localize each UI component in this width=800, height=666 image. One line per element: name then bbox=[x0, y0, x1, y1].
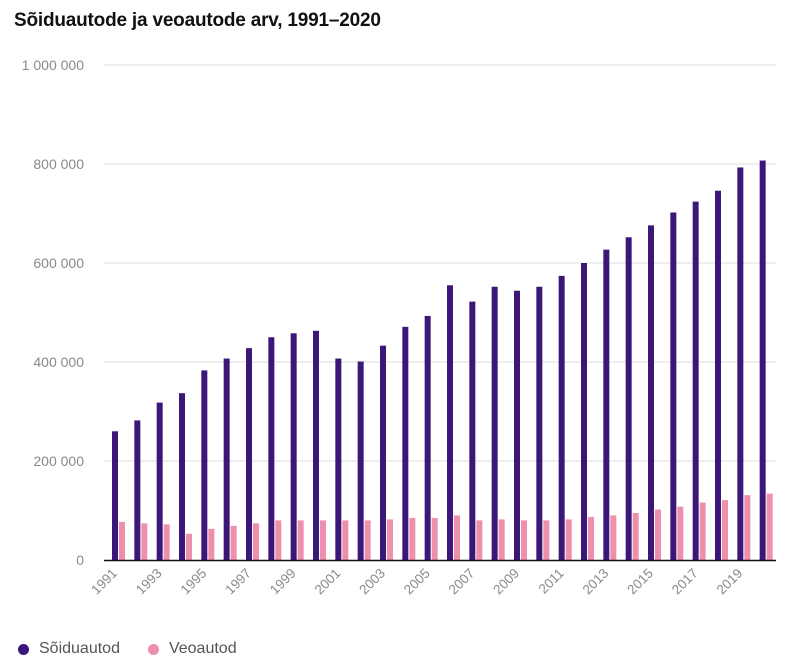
bar-veoautod-1991[interactable] bbox=[119, 521, 125, 560]
bar-soiduautod-2020[interactable] bbox=[759, 160, 766, 560]
bar-veoautod-1992[interactable] bbox=[141, 523, 148, 560]
bar-veoautod-2006[interactable] bbox=[454, 515, 460, 560]
bar-soiduautod-2010[interactable] bbox=[536, 286, 543, 560]
bar-veoautod-2009[interactable] bbox=[521, 520, 527, 560]
bar-soiduautod-2014[interactable] bbox=[625, 237, 632, 560]
bar-veoautod-2019[interactable] bbox=[744, 495, 751, 560]
y-tick-label: 1 000 000 bbox=[22, 57, 84, 73]
gridlines bbox=[104, 64, 776, 462]
bar-veoautod-2016[interactable] bbox=[677, 506, 684, 560]
bar-veoautod-1998[interactable] bbox=[275, 520, 282, 560]
bar-soiduautod-2017[interactable] bbox=[692, 201, 699, 560]
bar-soiduautod-2003[interactable] bbox=[380, 345, 386, 560]
bar-veoautod-1995[interactable] bbox=[208, 528, 215, 560]
bar-veoautod-2013[interactable] bbox=[610, 515, 617, 560]
bar-veoautod-1996[interactable] bbox=[230, 525, 237, 560]
x-tick-label: 1997 bbox=[222, 566, 254, 598]
bar-veoautod-1993[interactable] bbox=[163, 524, 170, 560]
legend-label: Veoautod bbox=[168, 640, 237, 657]
y-tick-label: 800 000 bbox=[33, 156, 84, 172]
bar-soiduautod-2000[interactable] bbox=[313, 330, 319, 560]
bar-veoautod-2007[interactable] bbox=[476, 520, 483, 560]
x-tick-label: 1999 bbox=[267, 566, 299, 598]
bar-veoautod-2010[interactable] bbox=[543, 520, 550, 560]
bar-veoautod-2012[interactable] bbox=[588, 516, 594, 560]
bar-soiduautod-1998[interactable] bbox=[268, 337, 275, 560]
bar-soiduautod-1994[interactable] bbox=[179, 393, 185, 560]
legend-item-veoautod[interactable]: Veoautod bbox=[147, 640, 237, 658]
bars bbox=[112, 160, 773, 561]
bar-veoautod-1994[interactable] bbox=[186, 533, 192, 560]
y-tick-label: 400 000 bbox=[33, 354, 84, 370]
bar-soiduautod-1997[interactable] bbox=[246, 348, 252, 560]
bar-soiduautod-2007[interactable] bbox=[469, 301, 476, 560]
bar-veoautod-2014[interactable] bbox=[632, 512, 639, 560]
bar-soiduautod-2013[interactable] bbox=[603, 249, 610, 560]
x-tick-label: 2009 bbox=[490, 566, 522, 598]
y-tick-label: 200 000 bbox=[33, 453, 84, 469]
x-axis-ticks: 1991 1993 1995 1997 1999 2001 2003 2005 2007 2009… bbox=[88, 566, 745, 598]
legend-label: Sõiduautod bbox=[39, 640, 120, 657]
bar-veoautod-2002[interactable] bbox=[364, 520, 371, 560]
x-tick-label: 2013 bbox=[580, 566, 612, 598]
x-tick-label: 2011 bbox=[536, 566, 567, 597]
x-tick-label: 2017 bbox=[669, 566, 701, 598]
x-tick-label: 1995 bbox=[178, 566, 210, 598]
x-tick-label: 1991 bbox=[88, 566, 120, 598]
bar-soiduautod-2001[interactable] bbox=[335, 358, 342, 560]
x-tick-label: 1993 bbox=[133, 566, 165, 598]
bar-soiduautod-1993[interactable] bbox=[156, 402, 163, 560]
bar-chart: 0 200 000 400 000 600 000 800 000 1 000 000 1… bbox=[22, 57, 776, 598]
bar-soiduautod-2005[interactable] bbox=[424, 315, 431, 560]
x-tick-label: 2001 bbox=[312, 566, 344, 598]
bar-soiduautod-1995[interactable] bbox=[201, 370, 208, 560]
bar-soiduautod-2011[interactable] bbox=[558, 275, 565, 560]
y-tick-label: 0 bbox=[76, 552, 84, 568]
bar-veoautod-2017[interactable] bbox=[699, 502, 706, 560]
bar-veoautod-2015[interactable] bbox=[655, 509, 661, 560]
bar-veoautod-2003[interactable] bbox=[387, 519, 393, 560]
bar-soiduautod-2008[interactable] bbox=[491, 286, 498, 560]
bar-veoautod-2004[interactable] bbox=[409, 517, 416, 560]
bar-soiduautod-1991[interactable] bbox=[112, 431, 118, 560]
bar-veoautod-2011[interactable] bbox=[565, 519, 572, 560]
bar-soiduautod-2012[interactable] bbox=[581, 263, 587, 560]
bar-soiduautod-2015[interactable] bbox=[648, 225, 654, 560]
legend: Sõiduautod Veoautod bbox=[18, 640, 265, 658]
x-tick-label: 2007 bbox=[446, 566, 478, 598]
bar-veoautod-1999[interactable] bbox=[297, 520, 304, 560]
bar-veoautod-2000[interactable] bbox=[320, 520, 326, 560]
y-axis-ticks: 0 200 000 400 000 600 000 800 000 1 000 000 bbox=[22, 57, 85, 568]
x-tick-label: 2015 bbox=[624, 566, 656, 598]
y-tick-label: 600 000 bbox=[33, 255, 84, 271]
x-tick-label: 2019 bbox=[714, 566, 746, 598]
bar-veoautod-1997[interactable] bbox=[253, 523, 259, 560]
bar-soiduautod-2009[interactable] bbox=[514, 290, 520, 560]
bar-soiduautod-1999[interactable] bbox=[290, 333, 297, 560]
legend-item-soiduautod[interactable]: Sõiduautod bbox=[18, 640, 120, 658]
bar-soiduautod-2018[interactable] bbox=[715, 190, 721, 561]
bar-veoautod-2018[interactable] bbox=[722, 500, 728, 560]
legend-dot-icon bbox=[147, 643, 159, 655]
bar-soiduautod-2004[interactable] bbox=[402, 326, 409, 560]
legend-dot-icon bbox=[18, 643, 29, 655]
bar-soiduautod-2002[interactable] bbox=[357, 361, 364, 560]
bar-soiduautod-2016[interactable] bbox=[670, 212, 677, 560]
bar-veoautod-2008[interactable] bbox=[498, 519, 505, 560]
bar-soiduautod-1992[interactable] bbox=[134, 420, 141, 560]
bar-veoautod-2005[interactable] bbox=[431, 517, 438, 560]
x-tick-label: 2005 bbox=[401, 566, 433, 598]
chart-title: Sõiduautode ja veoautode arv, 1991–2020 bbox=[14, 10, 381, 31]
bar-soiduautod-2019[interactable] bbox=[737, 167, 744, 560]
bar-soiduautod-1996[interactable] bbox=[223, 358, 230, 560]
x-tick-label: 2003 bbox=[356, 566, 388, 598]
bar-veoautod-2001[interactable] bbox=[342, 520, 349, 560]
bar-soiduautod-2006[interactable] bbox=[447, 285, 453, 560]
bar-veoautod-2020[interactable] bbox=[766, 493, 773, 560]
